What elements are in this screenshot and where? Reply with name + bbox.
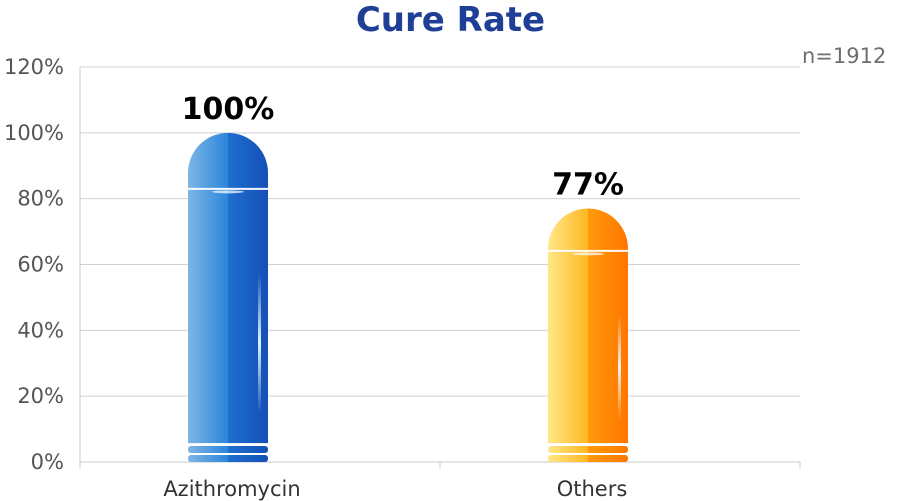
bar-body [188, 132, 268, 445]
bar-shine [618, 314, 621, 421]
y-tick-label: 120% [4, 55, 64, 79]
bar-base [188, 455, 268, 462]
bar-rim [548, 446, 628, 453]
data-label: 100% [182, 92, 275, 127]
y-tick-label: 60% [17, 253, 64, 277]
sample-size-annotation: n=1912 [802, 44, 887, 68]
bar-azithromycin [188, 132, 268, 462]
y-tick-label: 40% [17, 318, 64, 342]
bar-glint [212, 190, 244, 194]
y-tick-label: 20% [17, 384, 64, 408]
bar-body [548, 208, 628, 444]
x-tick-label: Azithromycin [163, 477, 300, 501]
bar-shine [258, 272, 261, 413]
bar-rim [188, 446, 268, 453]
y-tick-label: 80% [17, 187, 64, 211]
y-tick-label: 100% [4, 121, 64, 145]
chart-title: Cure Rate [355, 0, 546, 40]
data-label: 77% [552, 168, 624, 203]
y-tick-label: 0% [31, 450, 64, 474]
bar-others [548, 208, 628, 462]
x-tick-label: Others [557, 477, 628, 501]
bar-glint [572, 252, 604, 256]
bar-base [548, 455, 628, 462]
